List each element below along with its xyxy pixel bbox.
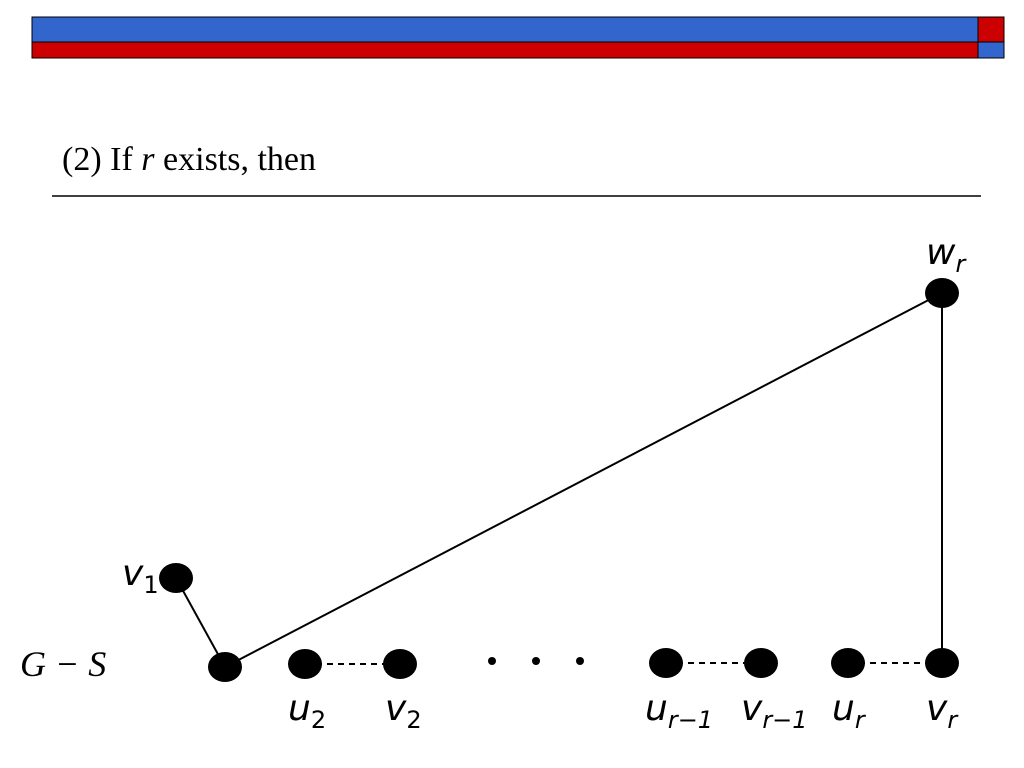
- node: [744, 648, 778, 678]
- node: [831, 648, 865, 678]
- title-text: r: [141, 141, 155, 178]
- title-text: exists, then: [155, 141, 316, 178]
- node: [925, 648, 959, 678]
- edge: [224, 292, 943, 668]
- label-main: w: [926, 232, 956, 273]
- label-sub: r: [947, 706, 959, 734]
- header-bar-blue: [31, 16, 979, 43]
- slide-title: (2) If r exists, then: [62, 141, 316, 178]
- ellipsis-dot: [488, 657, 496, 665]
- node-label: v1: [122, 553, 159, 599]
- label-sub: r: [855, 706, 867, 734]
- label-main: u: [288, 688, 311, 729]
- edge: [175, 577, 226, 668]
- node: [288, 649, 322, 679]
- label-main: v: [741, 688, 763, 729]
- label-main: v: [926, 688, 948, 729]
- title-text: (2) If: [62, 141, 141, 178]
- ellipsis-dot: [532, 657, 540, 665]
- label-sub: r−1: [762, 706, 807, 734]
- node-label: v2: [385, 688, 422, 734]
- graph-label: G − S: [20, 644, 106, 684]
- label-main: u: [832, 688, 855, 729]
- label-sub: 2: [406, 706, 421, 734]
- ellipsis-dot: [576, 657, 584, 665]
- label-main: v: [122, 553, 144, 594]
- label-sub: r: [955, 250, 967, 278]
- label-sub: 1: [143, 571, 158, 599]
- label-main: v: [385, 688, 407, 729]
- node-label: ur: [832, 688, 867, 734]
- label-sub: r−1: [668, 706, 713, 734]
- node: [383, 649, 417, 679]
- node-label: vr−1: [741, 688, 808, 734]
- node-label: wr: [926, 232, 967, 278]
- header-square-blue: [977, 41, 1005, 59]
- node-label: u2: [288, 688, 326, 734]
- node: [925, 278, 959, 308]
- node-label: ur−1: [645, 688, 713, 734]
- node: [649, 648, 683, 678]
- edges: [175, 292, 943, 668]
- node-label: vr: [926, 688, 959, 734]
- node: [159, 563, 193, 593]
- nodes: [159, 278, 959, 682]
- header-square-red: [977, 16, 1005, 43]
- node: [208, 652, 242, 682]
- label-main: u: [645, 688, 668, 729]
- header-bar-red: [31, 41, 979, 59]
- label-sub: 2: [311, 706, 326, 734]
